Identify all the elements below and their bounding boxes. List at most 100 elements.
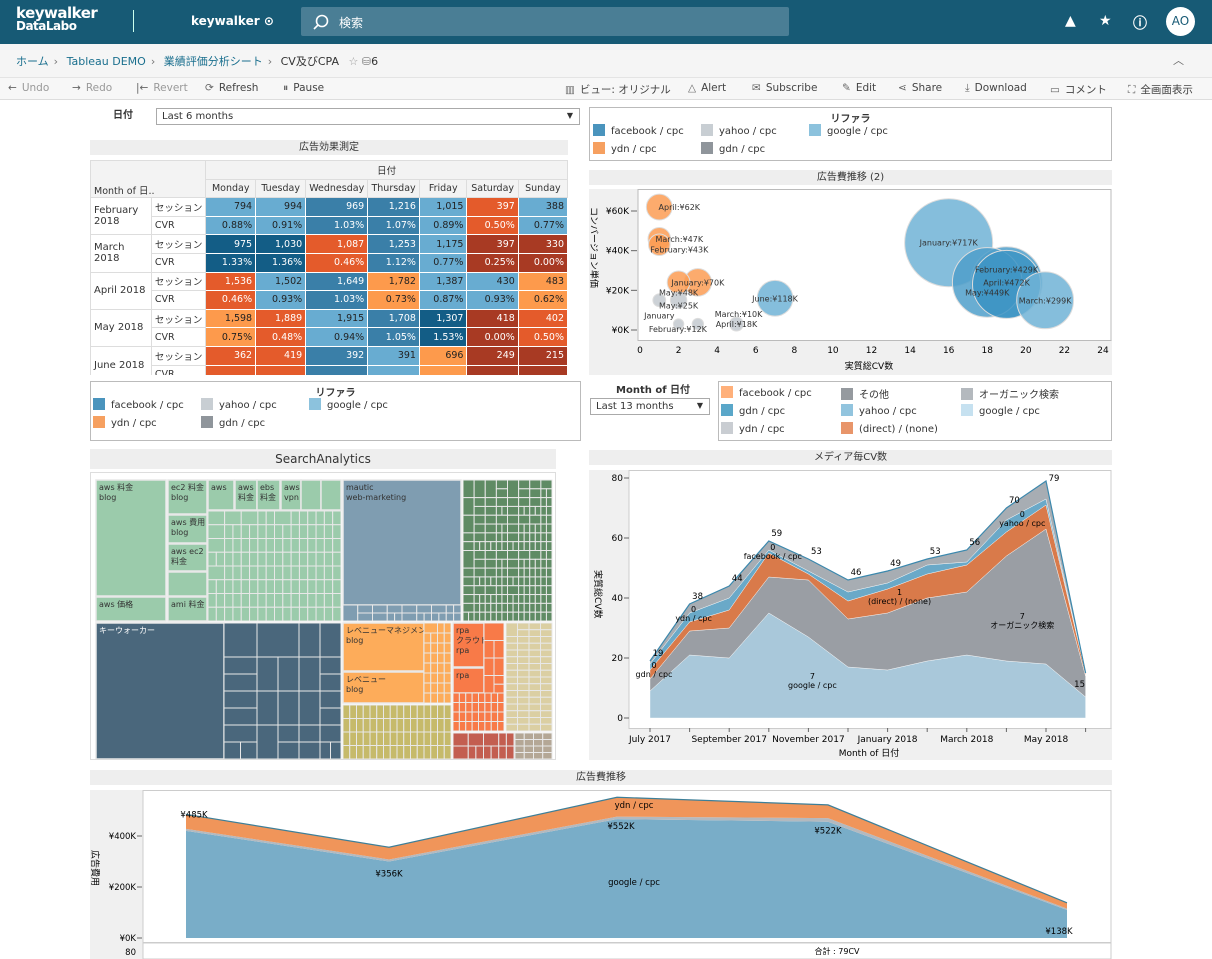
heatmap-cell[interactable]: 249: [466, 345, 519, 366]
heatmap-cell[interactable]: 0.91%: [255, 215, 307, 236]
subscribe-button[interactable]: ✉ Subscribe: [752, 82, 817, 94]
heatmap-cell[interactable]: 1,536: [205, 271, 257, 292]
datasource-icon[interactable]: ⛁: [361, 55, 372, 68]
breadcrumb-workbook[interactable]: 業績評価分析シート: [163, 55, 263, 68]
heatmap-cell[interactable]: 0.93%: [255, 290, 307, 310]
month-filter-select[interactable]: Last 13 months ▼: [590, 398, 710, 415]
heatmap-cell[interactable]: 1.03%: [305, 215, 369, 236]
download-button[interactable]: ⤓ Download: [965, 82, 1027, 95]
collapse-chevron-icon[interactable]: ︿: [1173, 54, 1184, 67]
heatmap-cell[interactable]: [305, 364, 369, 375]
heatmap-cell[interactable]: [367, 364, 420, 375]
heatmap-cell[interactable]: 0.77%: [418, 252, 468, 273]
heatmap-cell[interactable]: 362: [205, 345, 257, 366]
legend-item[interactable]: google / cpc: [809, 124, 888, 137]
legend-item[interactable]: yahoo / cpc: [201, 398, 277, 411]
heatmap-cell[interactable]: 1,915: [305, 308, 369, 329]
site-selector[interactable]: keywalker ⊙: [191, 14, 274, 28]
date-filter-select[interactable]: Last 6 months ▼: [156, 108, 580, 125]
legend-item[interactable]: facebook / cpc: [593, 124, 684, 137]
favorite-star-icon[interactable]: ★: [1099, 13, 1112, 29]
pause-button[interactable]: ⏸ Pause: [283, 82, 324, 95]
refresh-button[interactable]: ⟳ Refresh: [205, 82, 258, 94]
heatmap-cell[interactable]: 0.77%: [517, 215, 568, 236]
redo-button[interactable]: → Redo: [72, 82, 112, 94]
legend-item[interactable]: yahoo / cpc: [701, 124, 777, 137]
heatmap-cell[interactable]: 0.48%: [255, 327, 307, 347]
edit-button[interactable]: ✎ Edit: [842, 82, 876, 94]
alert-button[interactable]: △ Alert: [688, 82, 726, 94]
legend-item[interactable]: facebook / cpc: [721, 386, 812, 399]
heatmap-cell[interactable]: [205, 364, 257, 375]
avatar[interactable]: AO: [1166, 7, 1195, 36]
heatmap-cell[interactable]: 0.94%: [305, 327, 369, 347]
logo[interactable]: keywalker DataLabo: [16, 6, 98, 33]
heatmap-cell[interactable]: 419: [255, 345, 307, 366]
heatmap-cell[interactable]: 388: [517, 197, 568, 217]
heatmap-cell[interactable]: 0.75%: [205, 327, 257, 347]
heatmap-cell[interactable]: 696: [418, 345, 468, 366]
heatmap-cell[interactable]: 0.62%: [517, 290, 568, 310]
heatmap-cell[interactable]: 1.07%: [367, 215, 420, 236]
heatmap-cell[interactable]: 0.46%: [305, 252, 369, 273]
legend-item[interactable]: ydn / cpc: [593, 142, 657, 155]
favorite-star-icon[interactable]: ☆: [348, 55, 359, 68]
heatmap-cell[interactable]: 1.05%: [367, 327, 420, 347]
heatmap-cell[interactable]: 1,087: [305, 234, 369, 254]
legend-item[interactable]: オーガニック検索: [961, 386, 1059, 401]
heatmap-cell[interactable]: 1,387: [418, 271, 468, 292]
heatmap-cell[interactable]: 0.73%: [367, 290, 420, 310]
info-icon[interactable]: ⓘ: [1133, 16, 1147, 32]
heatmap-cell[interactable]: [466, 364, 519, 375]
heatmap-cell[interactable]: 1,175: [418, 234, 468, 254]
heatmap-cell[interactable]: 0.00%: [517, 252, 568, 273]
heatmap-cell[interactable]: [517, 364, 568, 375]
heatmap-cell[interactable]: 392: [305, 345, 369, 366]
heatmap-cell[interactable]: 418: [466, 308, 519, 329]
heatmap-cell[interactable]: 1,889: [255, 308, 307, 329]
heatmap-cell[interactable]: 0.50%: [517, 327, 568, 347]
legend-item[interactable]: google / cpc: [961, 404, 1040, 417]
heatmap-cell[interactable]: 0.88%: [205, 215, 257, 236]
heatmap-cell[interactable]: 794: [205, 197, 257, 217]
heatmap-cell[interactable]: 1,216: [367, 197, 420, 217]
fullscreen-button[interactable]: ⛶ 全画面表示: [1128, 82, 1193, 97]
heatmap-cell[interactable]: 0.50%: [466, 215, 519, 236]
legend-item[interactable]: その他: [841, 386, 889, 401]
heatmap-cell[interactable]: 330: [517, 234, 568, 254]
heatmap-cell[interactable]: [418, 364, 468, 375]
heatmap-cell[interactable]: 994: [255, 197, 307, 217]
heatmap-cell[interactable]: 1.36%: [255, 252, 307, 273]
heatmap-cell[interactable]: 0.00%: [466, 327, 519, 347]
search-input[interactable]: 検索: [301, 7, 789, 36]
heatmap-cell[interactable]: 1,015: [418, 197, 468, 217]
heatmap-cell[interactable]: 969: [305, 197, 369, 217]
heatmap-cell[interactable]: 397: [466, 234, 519, 254]
heatmap-cell[interactable]: 483: [517, 271, 568, 292]
heatmap-cell[interactable]: 1.12%: [367, 252, 420, 273]
legend-item[interactable]: yahoo / cpc: [841, 404, 917, 417]
heatmap-cell[interactable]: 391: [367, 345, 420, 366]
undo-button[interactable]: ← Undo: [8, 82, 49, 94]
comment-button[interactable]: ▭ コメント: [1050, 82, 1107, 97]
heatmap-cell[interactable]: 430: [466, 271, 519, 292]
heatmap-cell[interactable]: 0.89%: [418, 215, 468, 236]
legend-item[interactable]: google / cpc: [309, 398, 388, 411]
heatmap-cell[interactable]: 0.46%: [205, 290, 257, 310]
heatmap-cell[interactable]: 1,598: [205, 308, 257, 329]
heatmap-cell[interactable]: 397: [466, 197, 519, 217]
heatmap-cell[interactable]: 1,649: [305, 271, 369, 292]
view-button[interactable]: ▥ ビュー: オリジナル: [565, 82, 671, 97]
legend-item[interactable]: gdn / cpc: [701, 142, 765, 155]
heatmap-cell[interactable]: 1,502: [255, 271, 307, 292]
heatmap-cell[interactable]: [255, 364, 307, 375]
share-button[interactable]: ⋖ Share: [898, 82, 942, 94]
heatmap-cell[interactable]: 0.93%: [466, 290, 519, 310]
heatmap-cell[interactable]: 215: [517, 345, 568, 366]
heatmap-cell[interactable]: 1,708: [367, 308, 420, 329]
heatmap-cell[interactable]: 1.03%: [305, 290, 369, 310]
legend-item[interactable]: facebook / cpc: [93, 398, 184, 411]
heatmap-cell[interactable]: 1,782: [367, 271, 420, 292]
heatmap-cell[interactable]: 975: [205, 234, 257, 254]
legend-item[interactable]: ydn / cpc: [93, 416, 157, 429]
